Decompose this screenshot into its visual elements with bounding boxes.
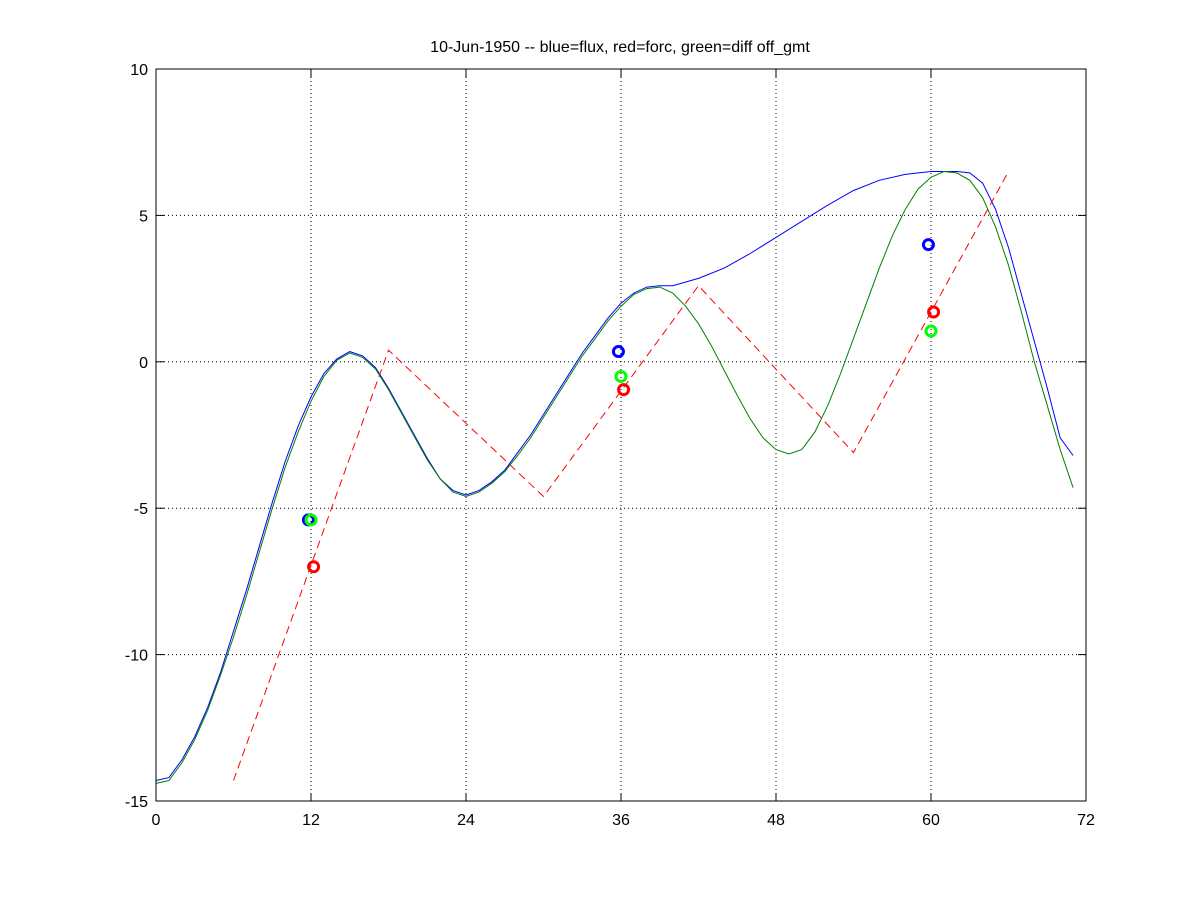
y-tick-label: 5	[139, 208, 148, 225]
marker-diff	[614, 369, 628, 383]
axes	[155, 68, 1087, 802]
y-tick-label: 0	[139, 355, 148, 372]
x-tick-label: 0	[152, 812, 161, 829]
series-line-forc	[233, 171, 1009, 781]
x-tick-label: 24	[457, 812, 475, 829]
x-tick-label: 12	[302, 812, 320, 829]
y-tick-label: -10	[125, 648, 148, 665]
tick-labels: 0 12 24 36 48 60 72 -15 -10 -5 0 5 10	[125, 62, 1095, 829]
series-line-diff	[155, 170, 1074, 784]
x-tick-label: 36	[612, 812, 630, 829]
series-layer	[155, 170, 1074, 784]
marker-diff	[924, 324, 938, 338]
marker-flux	[611, 345, 625, 359]
x-tick-label: 60	[922, 812, 940, 829]
series-line-flux	[155, 171, 1074, 781]
grid	[156, 69, 1086, 801]
x-tick-label: 72	[1077, 812, 1095, 829]
marker-forc	[927, 305, 941, 319]
marker-flux	[921, 238, 935, 252]
y-tick-label: -5	[134, 501, 148, 518]
marker-diff	[304, 513, 318, 527]
chart-title: 10-Jun-1950 -- blue=flux, red=forc, gree…	[430, 39, 810, 56]
marker-forc	[617, 383, 631, 397]
y-tick-label: -15	[125, 794, 148, 811]
marker-layer	[301, 238, 941, 574]
x-tick-label: 48	[767, 812, 785, 829]
marker-forc	[307, 560, 321, 574]
y-tick-label: 10	[130, 62, 148, 79]
